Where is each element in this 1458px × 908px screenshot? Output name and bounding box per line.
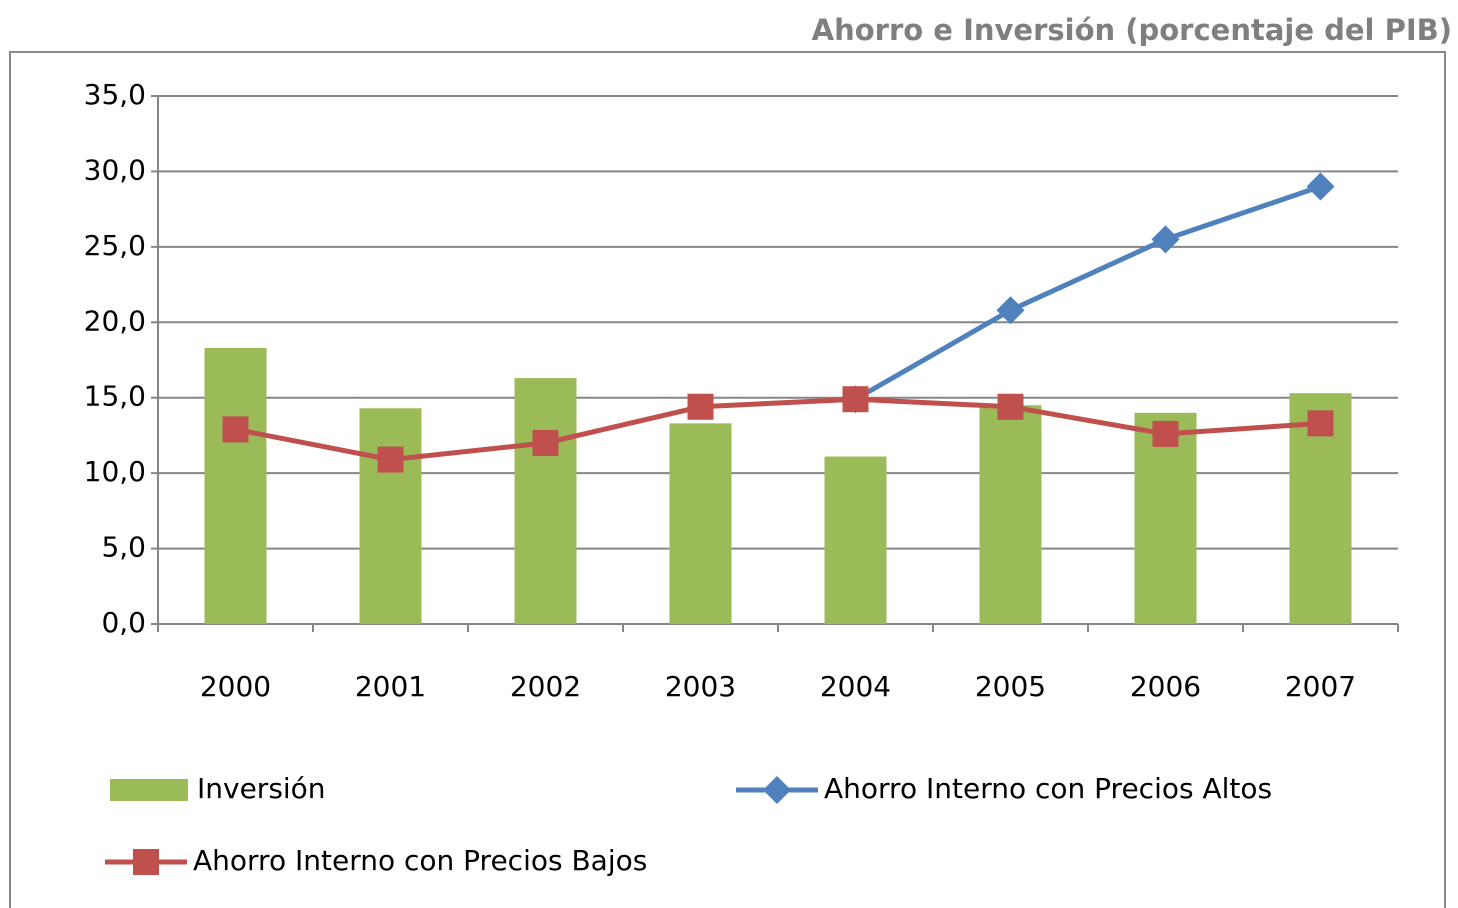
- y-tick-label: 25,0: [84, 229, 146, 262]
- line-marker: [996, 296, 1025, 325]
- y-tick-label: 5,0: [101, 531, 146, 564]
- x-tick-label: 2003: [665, 670, 736, 703]
- x-tick-label: 2002: [510, 670, 581, 703]
- y-tick-label: 0,0: [101, 606, 146, 639]
- legend-label: Ahorro Interno con Precios Bajos: [193, 844, 647, 877]
- line-marker: [1151, 225, 1180, 254]
- x-tick-label: 2006: [1130, 670, 1201, 703]
- x-tick-label: 2004: [820, 670, 891, 703]
- y-tick-label: 30,0: [84, 153, 146, 186]
- bar: [824, 456, 887, 624]
- line-marker: [377, 446, 404, 473]
- line-marker: [1152, 420, 1179, 447]
- line: [235, 396, 1321, 463]
- legend-label: Inversión: [197, 772, 326, 805]
- legend-marker: [133, 849, 159, 875]
- legend-marker: [763, 776, 791, 804]
- chart-title: Ahorro e Inversión (porcentaje del PIB): [812, 13, 1452, 47]
- line-marker: [1307, 410, 1334, 437]
- x-tick-label: 2007: [1285, 670, 1356, 703]
- line-marker: [1306, 172, 1335, 201]
- y-tick-label: 10,0: [84, 455, 146, 488]
- legend-label: Ahorro Interno con Precios Altos: [824, 772, 1272, 805]
- bar: [1134, 412, 1197, 624]
- bar: [979, 405, 1042, 624]
- x-tick-label: 2001: [355, 670, 426, 703]
- bar: [204, 347, 267, 624]
- bar: [514, 378, 577, 624]
- line-marker: [997, 393, 1024, 420]
- bar: [359, 408, 422, 624]
- bar: [669, 423, 732, 624]
- line-marker: [687, 393, 714, 420]
- y-tick-label: 15,0: [84, 380, 146, 413]
- line-marker: [842, 386, 869, 413]
- line: [854, 184, 1322, 402]
- legend-swatch: [110, 779, 188, 801]
- x-tick-label: 2000: [200, 670, 271, 703]
- line-marker: [532, 429, 559, 456]
- line-marker: [222, 416, 249, 443]
- y-tick-label: 20,0: [84, 304, 146, 337]
- x-tick-label: 2005: [975, 670, 1046, 703]
- y-tick-label: 35,0: [84, 78, 146, 111]
